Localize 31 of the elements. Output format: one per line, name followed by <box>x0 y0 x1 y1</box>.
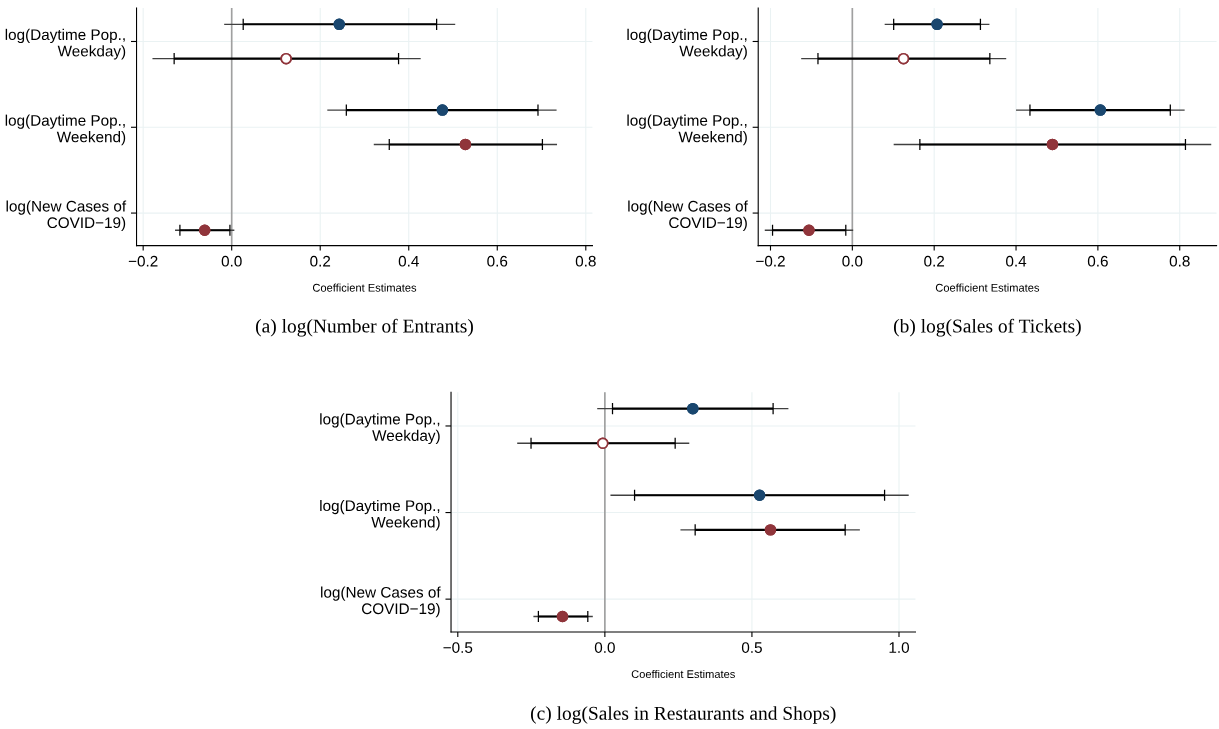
x-tick-label: −0.5 <box>443 642 473 653</box>
x-tick-label: 0.8 <box>1169 255 1190 267</box>
y-tick-label: log(Daytime Pop., Weekend) <box>320 499 440 531</box>
x-tick-label: 0.0 <box>221 255 242 267</box>
x-tick-label: 0.8 <box>575 255 596 267</box>
x-tick-label: 0.2 <box>310 255 331 267</box>
x-tick-label: 0.0 <box>842 255 863 267</box>
text: (b) log(Sales of Tickets) <box>893 318 1081 337</box>
x-tick-label: 1.0 <box>889 642 910 653</box>
y-tick-label: log(Daytime Pop., Weekday) <box>320 413 440 445</box>
y-tick-label: log(Daytime Pop., Weekday) <box>627 28 747 60</box>
y-tick-label: log(New Cases of COVID−19) <box>628 200 748 232</box>
x-tick-label: 0.2 <box>924 255 945 267</box>
y-tick-label: log(New Cases of COVID−19) <box>6 200 127 232</box>
text: (c) log(Sales in Restaurants and Shops) <box>531 706 836 724</box>
text: (a) log(Number of Entrants) <box>256 318 473 337</box>
x-tick-label: 0.5 <box>741 642 762 653</box>
x-tick-label: 0.4 <box>398 255 419 267</box>
x-tick-label: −0.2 <box>128 255 158 267</box>
x-axis-title: Coefficient Estimates <box>631 669 735 679</box>
y-tick-label: log(New Cases of COVID−19) <box>321 586 441 618</box>
y-tick-label: log(Daytime Pop., Weekend) <box>5 114 126 146</box>
x-tick-label: 0.6 <box>487 255 508 267</box>
x-tick-label: 0.0 <box>594 642 615 653</box>
x-tick-label: 0.6 <box>1087 255 1108 267</box>
x-tick-label: −0.2 <box>756 255 785 267</box>
y-tick-label: log(Daytime Pop., Weekend) <box>627 114 747 146</box>
x-axis-title: Coefficient Estimates <box>312 283 417 292</box>
y-tick-label: log(Daytime Pop., Weekday) <box>5 28 126 60</box>
x-axis-title: Coefficient Estimates <box>935 283 1040 292</box>
x-tick-label: 0.4 <box>1006 255 1027 267</box>
